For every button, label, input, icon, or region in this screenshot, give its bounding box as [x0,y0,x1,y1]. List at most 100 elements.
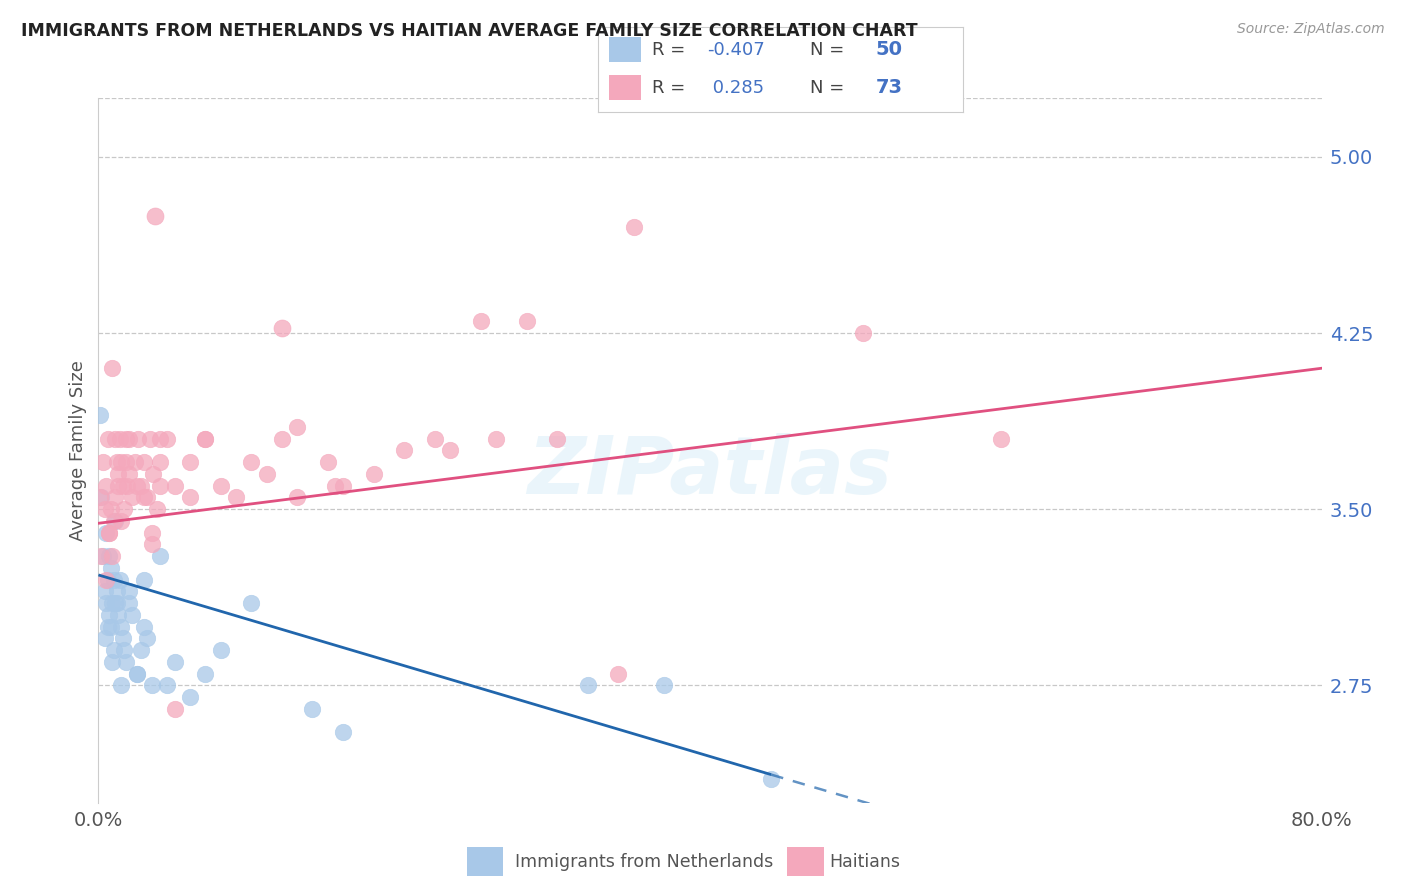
Point [332,725,354,739]
Point [149,479,172,493]
Point [103,643,125,657]
Point [103,573,125,587]
Point [134,573,156,587]
Point [285,491,308,505]
Point [194,432,217,446]
Point [110,678,132,692]
Point [93,502,115,516]
Text: 73: 73 [876,78,903,97]
Point [576,678,599,692]
Point [129,643,152,657]
Point [101,361,124,376]
Point [285,420,308,434]
Point [90,549,112,564]
Point [141,525,163,540]
Point [141,537,163,551]
Point [105,584,128,599]
Point [121,491,143,505]
Point [125,666,148,681]
Point [225,491,247,505]
Text: IMMIGRANTS FROM NETHERLANDS VS HAITIAN AVERAGE FAMILY SIZE CORRELATION CHART: IMMIGRANTS FROM NETHERLANDS VS HAITIAN A… [21,22,918,40]
Point [112,643,135,657]
Point [100,561,122,575]
Point [115,432,138,446]
Point [110,455,132,469]
Point [97,620,120,634]
Point [256,467,278,481]
Point [104,596,127,610]
Point [852,326,875,340]
Point [111,479,134,493]
Point [89,409,111,423]
Bar [609,75,641,101]
Point [111,632,134,646]
Point [209,643,232,657]
Point [110,620,132,634]
Point [301,702,323,716]
Point [97,432,120,446]
Y-axis label: Average Family Size: Average Family Size [69,360,87,541]
Point [163,655,186,669]
Point [94,479,117,493]
Point [107,467,129,481]
Point [127,432,149,446]
Point [117,479,139,493]
Point [392,443,416,458]
Point [98,549,121,564]
Point [149,455,172,469]
Point [194,666,217,681]
Point [107,479,129,493]
Point [98,607,121,622]
Point [94,596,117,610]
Point [142,467,165,481]
Point [149,432,172,446]
Point [100,502,122,516]
Point [91,549,114,564]
Point [156,432,179,446]
Point [118,584,141,599]
Point [134,455,156,469]
Point [118,467,141,481]
Point [179,690,201,705]
Point [125,479,148,493]
Point [105,596,128,610]
Point [93,632,115,646]
Text: N =: N = [810,78,849,96]
Point [115,655,138,669]
Point [516,314,538,328]
Point [107,607,129,622]
Point [97,573,120,587]
Point [91,455,114,469]
Point [141,678,163,692]
Point [108,573,131,587]
Text: Immigrants from Netherlands: Immigrants from Netherlands [515,853,773,871]
Point [136,491,159,505]
Point [145,502,167,516]
Point [179,455,201,469]
Point [104,432,127,446]
Point [101,549,124,564]
Point [101,596,124,610]
Point [105,455,128,469]
Point [332,479,354,493]
Point [115,455,138,469]
Point [759,772,782,787]
Point [607,666,630,681]
Point [470,314,492,328]
Point [163,479,186,493]
Point [104,491,127,505]
Point [90,491,112,505]
Point [485,432,508,446]
Point [121,607,143,622]
Point [89,491,111,505]
Point [316,455,339,469]
Point [104,514,127,528]
Point [325,479,347,493]
Point [240,596,263,610]
Point [139,432,162,446]
Text: ZIPatlas: ZIPatlas [527,433,893,510]
Point [363,467,385,481]
Point [103,514,125,528]
Point [179,491,201,505]
Point [125,666,148,681]
